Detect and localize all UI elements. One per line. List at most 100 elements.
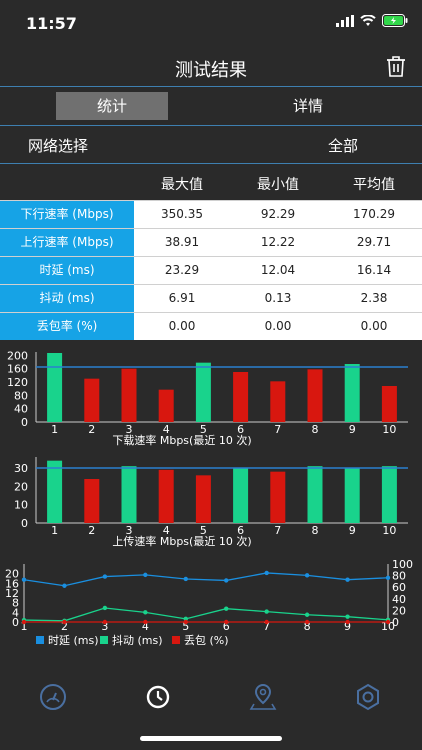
data-point [21, 577, 27, 582]
status-time: 11:57 [26, 14, 77, 33]
y-tick-label: 0 [21, 517, 28, 530]
data-point [224, 606, 229, 611]
trash-icon[interactable] [384, 54, 408, 78]
data-point [264, 619, 269, 625]
bar [381, 386, 397, 422]
data-point [304, 573, 310, 578]
divider [0, 125, 422, 126]
data-point [345, 577, 350, 582]
bar [270, 381, 286, 422]
history-icon[interactable] [143, 682, 173, 712]
x-tick-label: 5 [200, 423, 207, 436]
tab-details[interactable]: 详情 [292, 97, 323, 115]
data-point [143, 610, 148, 615]
x-tick-label: 1 [21, 620, 28, 633]
legend-swatch [36, 636, 44, 644]
x-tick-label: 7 [263, 620, 270, 633]
data-point [224, 578, 229, 583]
bar [47, 460, 63, 523]
y-tick-label: 20 [14, 480, 28, 493]
data-point [264, 609, 269, 614]
x-tick-label: 10 [382, 524, 396, 537]
y-tick-label-left: 20 [5, 568, 19, 581]
x-tick-label: 2 [88, 524, 95, 537]
x-tick-label: 1 [51, 524, 58, 537]
y-tick-label: 10 [14, 499, 28, 512]
location-icon[interactable] [248, 682, 278, 712]
data-point [102, 574, 108, 579]
bar [195, 362, 211, 422]
y-tick-label: 200 [7, 349, 28, 362]
data-point [62, 619, 67, 625]
cell-min: 0.00 [264, 319, 292, 333]
y-tick-label: 0 [21, 416, 28, 429]
bar [307, 466, 323, 523]
row-label: 上行速率 (Mbps) [0, 229, 134, 256]
bar [84, 479, 100, 523]
y-tick-label-left: 0 [12, 616, 19, 629]
legend-swatch [100, 636, 108, 644]
nav-bar: 测试结果 [0, 48, 422, 86]
data-point [385, 575, 391, 580]
cell-min: 0.13 [264, 291, 292, 305]
settings-icon[interactable] [353, 682, 383, 712]
status-bar: 11:57 [0, 0, 422, 48]
legend-label: 丢包 (%) [184, 634, 229, 647]
bar [344, 364, 360, 422]
data-point [102, 605, 108, 611]
y-tick-label: 30 [14, 462, 28, 475]
x-tick-label: 3 [126, 524, 133, 537]
network-selector-row[interactable]: 网络选择 全部 [0, 126, 422, 162]
table-row: 丢包率 (%) 0.00 0.00 0.00 [0, 312, 422, 340]
bar [381, 466, 397, 523]
x-tick-label: 3 [101, 620, 108, 633]
x-tick-label: 6 [237, 423, 244, 436]
data-point [345, 614, 350, 619]
bar [121, 466, 137, 523]
series-line [23, 572, 389, 587]
x-tick-label: 9 [349, 423, 356, 436]
cell-max: 23.29 [164, 263, 200, 277]
y-tick-label-right: 80 [392, 570, 406, 583]
network-value[interactable]: 全部 [328, 137, 359, 155]
x-tick-label: 9 [349, 524, 356, 537]
cell-max: 350.35 [161, 207, 203, 221]
speed-icon[interactable] [38, 682, 68, 712]
wifi-icon [360, 14, 376, 26]
y-tick-label-left: 16 [5, 577, 19, 590]
cell-avg: 0.00 [360, 319, 388, 333]
data-point [304, 612, 310, 617]
x-tick-label: 9 [344, 620, 351, 633]
status-icons [336, 14, 408, 27]
x-tick-label: 1 [51, 423, 58, 436]
table-row: 抖动 (ms) 6.91 0.13 2.38 [0, 284, 422, 312]
bar [121, 368, 137, 422]
chart-title: 上传速率 Mbps(最近 10 次) [112, 534, 251, 548]
table-row: 下行速率 (Mbps) 350.35 92.29 170.29 [0, 200, 422, 228]
bar [158, 469, 174, 523]
data-point [345, 619, 350, 625]
signal-icon [336, 14, 354, 27]
y-tick-label: 80 [14, 389, 28, 402]
bar [307, 369, 323, 422]
upload-speed-chart: 0 10 20 30 1 2 3 4 5 6 7 8 9 10 上传速率 Mbps(最近 10 次) [14, 457, 408, 548]
tab-stats[interactable]: 统计 [56, 92, 168, 120]
x-tick-label: 6 [223, 620, 230, 633]
cell-avg: 170.29 [353, 207, 395, 221]
data-point [304, 619, 310, 625]
x-tick-label: 7 [274, 423, 281, 436]
bar [233, 372, 249, 422]
data-point [62, 583, 67, 588]
data-point [102, 619, 108, 625]
chart-title: 下载速率 Mbps(最近 10 次) [112, 433, 251, 447]
cell-avg: 2.38 [360, 291, 388, 305]
header-min: 最小值 [257, 177, 299, 193]
data-point [224, 619, 229, 625]
row-label: 下行速率 (Mbps) [0, 201, 134, 228]
cell-min: 12.22 [260, 235, 296, 249]
bar [158, 389, 174, 422]
cell-max: 0.00 [168, 319, 196, 333]
x-tick-label: 5 [182, 620, 189, 633]
bar [195, 475, 211, 523]
x-tick-label: 8 [312, 423, 319, 436]
